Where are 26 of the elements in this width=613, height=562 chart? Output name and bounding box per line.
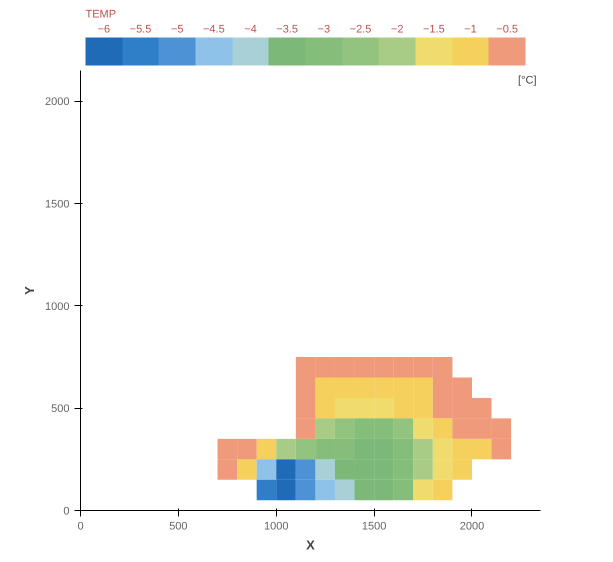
color-bar-label: −3 [318,24,330,36]
x-tick-label: 2000 [460,520,484,532]
color-bar-label: −5 [170,24,184,36]
x-tick-label: 1000 [264,520,288,532]
y-tick-label: 1000 [45,300,70,313]
color-bar-label: −2.5 [350,24,372,36]
y-tick-label: 1500 [45,198,70,211]
x-tick-label: 1500 [362,520,386,532]
color-bar-label: −4 [244,24,257,36]
color-bar-label: −6 [98,24,110,36]
color-bar-title: TEMP [86,8,116,20]
color-bar-label: −3.5 [276,24,298,36]
y-tick-label: 500 [51,403,70,416]
x-tick-label: 0 [77,520,84,532]
x-axis-title: X [306,538,316,552]
color-bar-label: −4.5 [202,24,225,36]
color-bar-label: −1 [464,24,477,36]
y-axis-title: Y [22,286,38,295]
color-bar-label: −2 [390,24,404,36]
color-bar-label: −5.5 [130,24,152,36]
y-tick-label: 0 [63,506,70,518]
color-bar-label: −0.5 [496,24,518,36]
color-bar-label: −1.5 [422,24,445,36]
annotation: [°C] [518,74,537,86]
y-tick-label: 2000 [45,96,70,108]
x-tick-label: 500 [169,520,188,532]
